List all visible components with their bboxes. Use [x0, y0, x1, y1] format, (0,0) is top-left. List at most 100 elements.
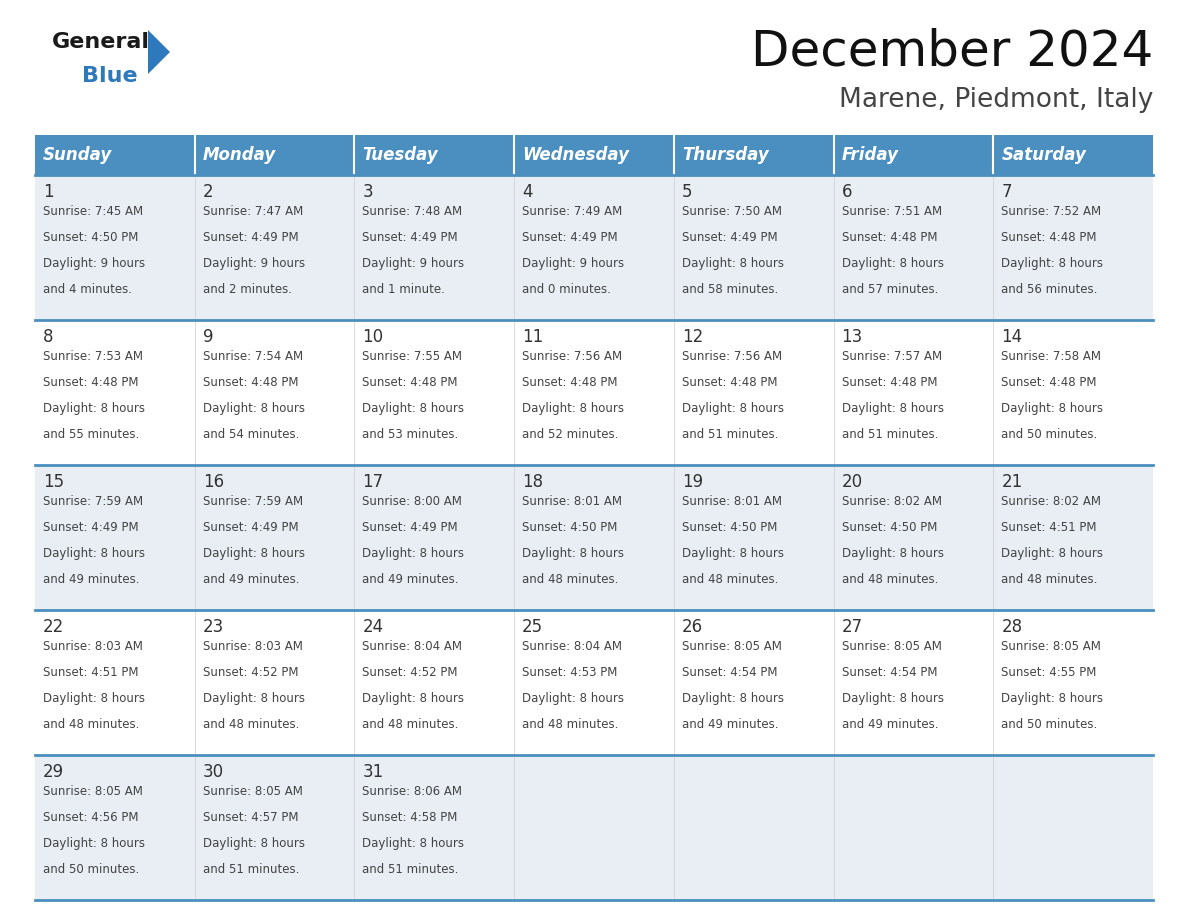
Text: Sunset: 4:49 PM: Sunset: 4:49 PM: [362, 231, 459, 244]
Text: 21: 21: [1001, 473, 1023, 491]
Text: 25: 25: [523, 618, 543, 636]
Text: Sunrise: 8:02 AM: Sunrise: 8:02 AM: [841, 495, 942, 508]
Text: and 49 minutes.: and 49 minutes.: [203, 573, 299, 586]
Text: Sunrise: 8:01 AM: Sunrise: 8:01 AM: [523, 495, 623, 508]
Text: and 49 minutes.: and 49 minutes.: [43, 573, 139, 586]
Text: Daylight: 8 hours: Daylight: 8 hours: [523, 692, 624, 705]
Bar: [834, 135, 993, 175]
Text: Daylight: 8 hours: Daylight: 8 hours: [362, 547, 465, 560]
Text: Sunrise: 7:52 AM: Sunrise: 7:52 AM: [1001, 205, 1101, 218]
Text: Sunset: 4:55 PM: Sunset: 4:55 PM: [1001, 666, 1097, 679]
Text: and 49 minutes.: and 49 minutes.: [362, 573, 459, 586]
Text: Sunrise: 7:54 AM: Sunrise: 7:54 AM: [203, 350, 303, 363]
Text: 23: 23: [203, 618, 225, 636]
Text: 5: 5: [682, 183, 693, 201]
Text: Sunset: 4:50 PM: Sunset: 4:50 PM: [523, 521, 618, 534]
Text: and 4 minutes.: and 4 minutes.: [43, 283, 132, 296]
Text: Daylight: 8 hours: Daylight: 8 hours: [841, 257, 943, 270]
Text: Sunset: 4:57 PM: Sunset: 4:57 PM: [203, 811, 298, 824]
Text: Sunrise: 8:06 AM: Sunrise: 8:06 AM: [362, 785, 462, 798]
Text: 19: 19: [682, 473, 703, 491]
Text: and 52 minutes.: and 52 minutes.: [523, 428, 619, 441]
Text: Daylight: 9 hours: Daylight: 9 hours: [523, 257, 624, 270]
Text: and 49 minutes.: and 49 minutes.: [841, 718, 939, 731]
Text: and 53 minutes.: and 53 minutes.: [362, 428, 459, 441]
Text: Daylight: 8 hours: Daylight: 8 hours: [523, 402, 624, 415]
Text: 11: 11: [523, 328, 543, 346]
Text: Sunrise: 8:05 AM: Sunrise: 8:05 AM: [203, 785, 303, 798]
Text: Blue: Blue: [82, 66, 138, 86]
Text: Daylight: 9 hours: Daylight: 9 hours: [362, 257, 465, 270]
Text: 17: 17: [362, 473, 384, 491]
Text: and 48 minutes.: and 48 minutes.: [203, 718, 299, 731]
Text: Saturday: Saturday: [1001, 146, 1086, 164]
Text: and 50 minutes.: and 50 minutes.: [1001, 428, 1098, 441]
Text: and 54 minutes.: and 54 minutes.: [203, 428, 299, 441]
Text: Sunset: 4:54 PM: Sunset: 4:54 PM: [841, 666, 937, 679]
Text: 12: 12: [682, 328, 703, 346]
Text: Sunrise: 8:04 AM: Sunrise: 8:04 AM: [523, 640, 623, 653]
Text: Sunset: 4:51 PM: Sunset: 4:51 PM: [1001, 521, 1097, 534]
Text: 26: 26: [682, 618, 703, 636]
Text: Daylight: 8 hours: Daylight: 8 hours: [203, 837, 304, 850]
Text: Sunset: 4:50 PM: Sunset: 4:50 PM: [682, 521, 777, 534]
Text: Sunset: 4:52 PM: Sunset: 4:52 PM: [362, 666, 457, 679]
Text: 29: 29: [43, 763, 64, 781]
Text: 6: 6: [841, 183, 852, 201]
Text: 4: 4: [523, 183, 532, 201]
Text: Daylight: 8 hours: Daylight: 8 hours: [682, 402, 784, 415]
Text: Sunrise: 8:00 AM: Sunrise: 8:00 AM: [362, 495, 462, 508]
Text: Sunrise: 8:03 AM: Sunrise: 8:03 AM: [43, 640, 143, 653]
Text: Wednesday: Wednesday: [523, 146, 630, 164]
Text: General: General: [52, 32, 150, 52]
Text: Sunrise: 8:01 AM: Sunrise: 8:01 AM: [682, 495, 782, 508]
Text: 27: 27: [841, 618, 862, 636]
Text: Sunset: 4:49 PM: Sunset: 4:49 PM: [682, 231, 777, 244]
Text: Daylight: 8 hours: Daylight: 8 hours: [682, 692, 784, 705]
Text: Sunset: 4:54 PM: Sunset: 4:54 PM: [682, 666, 777, 679]
Text: 20: 20: [841, 473, 862, 491]
Text: Sunset: 4:48 PM: Sunset: 4:48 PM: [1001, 231, 1097, 244]
Text: Sunrise: 7:47 AM: Sunrise: 7:47 AM: [203, 205, 303, 218]
Bar: [34, 135, 195, 175]
Bar: [993, 135, 1154, 175]
Text: Daylight: 8 hours: Daylight: 8 hours: [523, 547, 624, 560]
Text: Sunrise: 8:05 AM: Sunrise: 8:05 AM: [682, 640, 782, 653]
Text: Sunday: Sunday: [43, 146, 112, 164]
Text: Sunset: 4:48 PM: Sunset: 4:48 PM: [841, 376, 937, 389]
Text: Sunset: 4:56 PM: Sunset: 4:56 PM: [43, 811, 139, 824]
Bar: [514, 135, 674, 175]
Text: Sunset: 4:48 PM: Sunset: 4:48 PM: [682, 376, 777, 389]
Bar: [34, 610, 1154, 755]
Text: Sunrise: 7:49 AM: Sunrise: 7:49 AM: [523, 205, 623, 218]
Text: Sunset: 4:53 PM: Sunset: 4:53 PM: [523, 666, 618, 679]
Text: Sunset: 4:50 PM: Sunset: 4:50 PM: [43, 231, 138, 244]
Text: 10: 10: [362, 328, 384, 346]
Text: Daylight: 8 hours: Daylight: 8 hours: [203, 547, 304, 560]
Text: December 2024: December 2024: [751, 28, 1154, 76]
Text: Daylight: 8 hours: Daylight: 8 hours: [203, 692, 304, 705]
Text: Friday: Friday: [841, 146, 898, 164]
Text: Daylight: 8 hours: Daylight: 8 hours: [43, 402, 145, 415]
Text: Sunset: 4:48 PM: Sunset: 4:48 PM: [841, 231, 937, 244]
Text: Sunset: 4:49 PM: Sunset: 4:49 PM: [43, 521, 139, 534]
Text: and 56 minutes.: and 56 minutes.: [1001, 283, 1098, 296]
Text: Sunrise: 7:48 AM: Sunrise: 7:48 AM: [362, 205, 462, 218]
Text: 9: 9: [203, 328, 213, 346]
Text: Tuesday: Tuesday: [362, 146, 438, 164]
Text: Daylight: 8 hours: Daylight: 8 hours: [1001, 257, 1104, 270]
Text: and 50 minutes.: and 50 minutes.: [1001, 718, 1098, 731]
Text: and 48 minutes.: and 48 minutes.: [841, 573, 939, 586]
Text: and 0 minutes.: and 0 minutes.: [523, 283, 611, 296]
Text: 8: 8: [43, 328, 53, 346]
Text: 15: 15: [43, 473, 64, 491]
Text: Sunrise: 7:57 AM: Sunrise: 7:57 AM: [841, 350, 942, 363]
Text: Sunrise: 7:55 AM: Sunrise: 7:55 AM: [362, 350, 462, 363]
Text: 1: 1: [43, 183, 53, 201]
Text: 22: 22: [43, 618, 64, 636]
Text: and 48 minutes.: and 48 minutes.: [43, 718, 139, 731]
Text: 7: 7: [1001, 183, 1012, 201]
Text: 28: 28: [1001, 618, 1023, 636]
Text: and 51 minutes.: and 51 minutes.: [682, 428, 778, 441]
Text: Sunset: 4:58 PM: Sunset: 4:58 PM: [362, 811, 457, 824]
